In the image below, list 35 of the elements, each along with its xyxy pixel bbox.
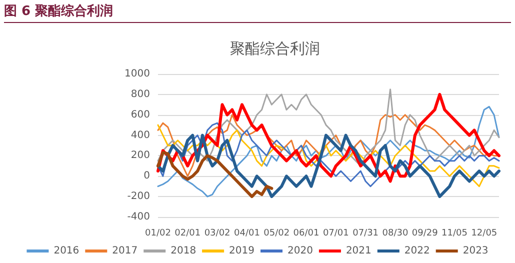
x-tick-label: 11/05 — [442, 228, 468, 238]
line-series — [157, 88, 500, 167]
x-tick-label: 04/01 — [234, 228, 260, 238]
x-tick-label: 03/02 — [204, 228, 230, 238]
y-tick-label: -200 — [127, 191, 150, 202]
line-series — [157, 106, 500, 198]
x-tick-label: 09/29 — [412, 228, 438, 238]
legend-label: 2018 — [170, 246, 196, 256]
y-tick-label: 600 — [130, 109, 150, 120]
legend-label: 2017 — [112, 246, 138, 256]
chart-title: 聚酯综合利润 — [230, 40, 320, 58]
legend-label: 2016 — [54, 246, 80, 256]
x-tick-label: 05/02 — [264, 228, 290, 238]
caption: 图 6 聚酯综合利润 — [4, 2, 511, 23]
x-tick-label: 01/02 — [145, 228, 171, 238]
y-tick-label: 400 — [130, 130, 150, 141]
y-tick-label: 800 — [130, 88, 150, 100]
y-tick-label: 200 — [130, 150, 150, 162]
line-series — [157, 114, 500, 177]
x-tick-label: 06/01 — [293, 228, 320, 238]
line-series — [156, 151, 274, 198]
line-series — [156, 134, 500, 198]
legend-label: 2020 — [288, 246, 313, 256]
y-tick-label: -400 — [127, 212, 150, 222]
legend-label: 2019 — [229, 246, 255, 256]
legend-label: 2022 — [404, 246, 430, 256]
y-tick-label: 1000 — [124, 68, 150, 80]
x-tick-label: 02/01 — [174, 228, 201, 238]
x-tick-label: 07/01 — [322, 228, 349, 238]
x-tick-label: 12/05 — [471, 228, 498, 238]
x-tick-label: 07/31 — [352, 228, 379, 238]
y-tick-label: 0 — [144, 170, 150, 182]
x-tick-label: 08/30 — [382, 228, 408, 238]
legend-label: 2021 — [346, 246, 372, 256]
legend-label: 2023 — [462, 246, 488, 256]
